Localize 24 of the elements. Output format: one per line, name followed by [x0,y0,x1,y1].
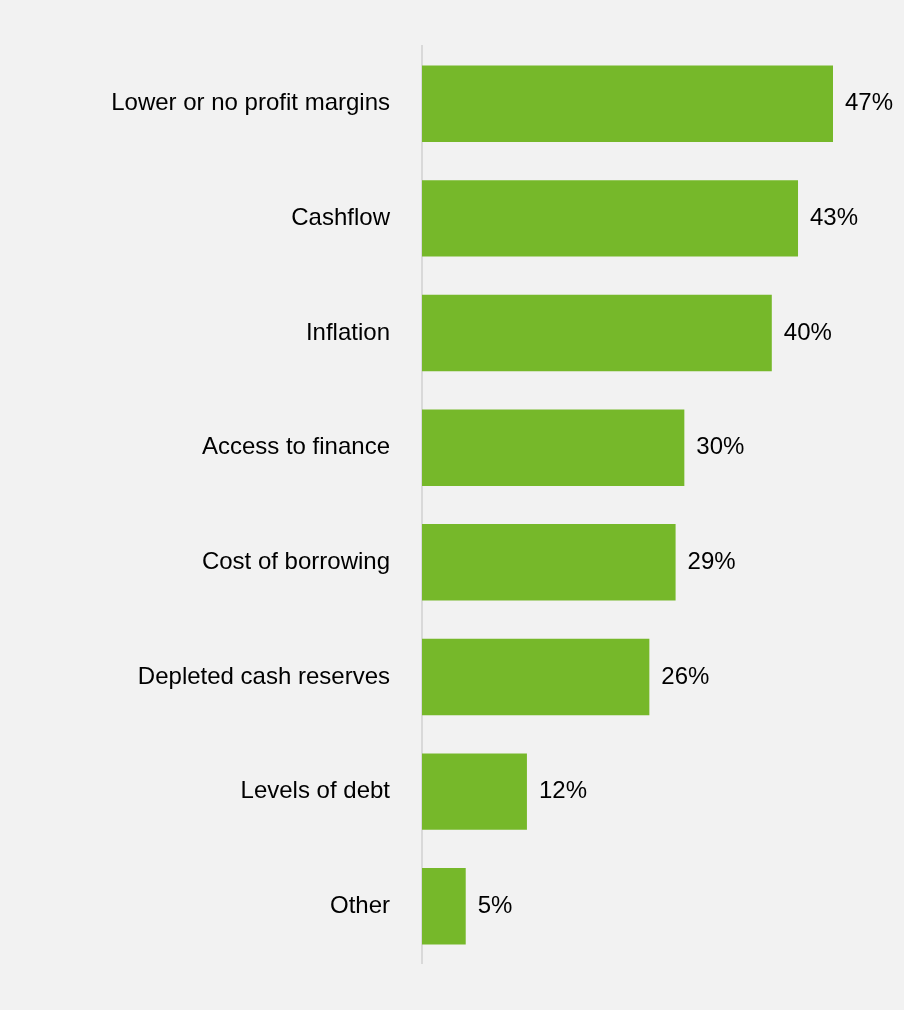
bar [422,65,833,142]
bar [422,868,466,945]
data-label: 12% [538,776,587,804]
data-label: 26% [661,661,710,689]
bar [422,409,685,486]
bar [422,753,527,830]
y-tick-label: Depleted cash reserves [137,661,390,689]
bar [422,638,650,716]
y-tick-label: Other [329,890,390,918]
y-tick-label: Inflation [305,317,390,345]
bar [422,294,772,372]
data-label: 43% [810,203,859,230]
data-label: 30% [696,432,745,460]
data-label: 29% [687,546,736,574]
data-label: 40% [783,317,832,345]
y-tick-label: Cost of borrowing [201,546,390,574]
bar [422,180,799,257]
y-tick-label: Lower or no profit margins [111,88,390,116]
data-label: 47% [845,88,894,116]
y-tick-label: Access to finance [201,432,390,460]
data-label: 5% [477,890,513,918]
y-tick-label: Levels of debt [240,776,391,804]
bar [422,524,676,601]
y-tick-label: Cashflow [291,203,391,230]
